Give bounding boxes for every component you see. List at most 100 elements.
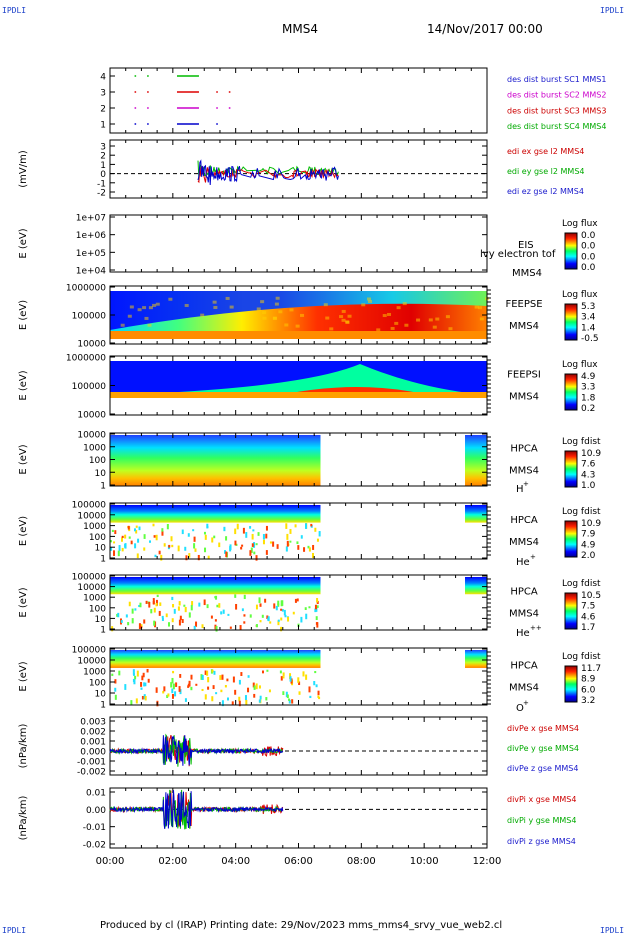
feepse-spectrogram-patch xyxy=(137,308,142,312)
hpca_o-spectrogram-speckle xyxy=(184,698,187,702)
hpca_he-spectrogram-block-0 xyxy=(110,505,321,523)
feepse-spectrogram-patch xyxy=(325,316,330,320)
hpca_o-spectrogram-speckle xyxy=(279,670,282,674)
hpca_he-spectrogram-speckle xyxy=(127,525,130,530)
hpca_o-spectrogram-speckle xyxy=(213,670,216,675)
feepse-spectrogram-patch xyxy=(120,323,125,327)
feepse-spectrogram-patch xyxy=(278,310,283,314)
hpca_o-spectrogram-speckle xyxy=(204,670,207,675)
hpca_hepp-spectrogram-speckle xyxy=(145,600,148,604)
hpca_hepp-spectrogram-speckle xyxy=(218,603,221,608)
hpca_he-inst: HPCA xyxy=(510,515,538,526)
hpca_he-spectrogram-speckle xyxy=(170,536,173,542)
hpca_o-spectrogram-speckle xyxy=(313,681,316,686)
edi-legend-0: edi ex gse l2 MMS4 xyxy=(507,147,584,156)
hpca_h-cbar-tick: 10.9 xyxy=(581,449,601,459)
x-tick-label: 12:00 xyxy=(473,856,502,867)
edi-trace-2 xyxy=(197,159,339,186)
hpca_o-spectrogram-block-0 xyxy=(110,650,321,668)
burst-ytick-label: 4 xyxy=(100,73,106,83)
hpca_hepp-spectrogram-speckle xyxy=(287,616,290,622)
burst-legend-0: des dist burst SC1 MMS1 xyxy=(507,75,606,84)
hpca_o-spectrogram-speckle xyxy=(288,698,291,701)
hpca_o-spectrogram-speckle xyxy=(258,685,261,689)
burst-legend-3: des dist burst SC4 MMS4 xyxy=(507,122,606,131)
hpca_hepp-spectrogram-speckle xyxy=(243,621,246,624)
feepse-spectrogram-patch xyxy=(376,328,381,332)
hpca_h-spectrogram-block-0 xyxy=(110,435,321,486)
hpca_he-spectrogram-speckle xyxy=(272,541,275,547)
hpca_hepp-ytick-label: 100000 xyxy=(72,573,107,583)
hpca_hepp-spectrogram-speckle xyxy=(280,600,283,607)
hpca_hepp-spectrogram-speckle xyxy=(216,604,219,608)
feepse-spectrogram-patch xyxy=(448,327,453,331)
hpca_hepp-spectrogram-speckle xyxy=(315,622,318,625)
hpca_hepp-spectrogram-speckle xyxy=(300,616,303,623)
hpca_hepp-spectrogram-speckle xyxy=(258,597,261,603)
hpca_o-spectrogram-speckle xyxy=(261,670,264,674)
hpca_he-spectrogram-speckle xyxy=(193,536,196,542)
hpca_he-spectrogram-speckle xyxy=(249,550,252,556)
hpca_he-spectrogram-speckle xyxy=(113,550,116,556)
hpca_hepp-spectrogram-speckle xyxy=(159,602,162,606)
hpca_o-spectrogram-speckle xyxy=(244,695,247,701)
feepse-inst: FEEPSE xyxy=(505,299,542,310)
hpca_hepp-spectrogram-speckle xyxy=(243,594,246,600)
footer-text: Produced by cl (IRAP) Printing date: 29/… xyxy=(100,920,503,931)
hpca_h-sc: MMS4 xyxy=(509,466,539,477)
hpca_o-spectrogram-speckle xyxy=(282,672,285,677)
hpca_o-spectrogram-speckle xyxy=(142,672,145,678)
feepse-spectrogram-patch xyxy=(129,305,134,309)
hpca_he-spectrogram-speckle xyxy=(143,547,146,551)
hpca_hepp-spectrogram-speckle xyxy=(134,608,137,611)
divpe-legend-1: divPe y gse MMS4 xyxy=(507,744,579,753)
hpca_he-spectrogram-speckle xyxy=(289,528,292,534)
feepsi-ylabel: E (eV) xyxy=(18,370,29,400)
divpi-ylabel: (nPa/km) xyxy=(18,796,29,841)
hpca_o-spectrogram-speckle xyxy=(147,678,150,683)
hpca_o-spectrogram-speckle xyxy=(247,687,250,693)
feepse-spectrogram-patch xyxy=(367,297,372,301)
hpca_o-spectrogram-speckle xyxy=(253,685,256,690)
hpca_o-spectrogram-speckle xyxy=(133,679,136,685)
hpca_hepp-spectrogram-speckle xyxy=(148,601,151,608)
hpca_hepp-spectrogram-speckle xyxy=(178,619,181,626)
hpca_hepp-spectrogram-speckle xyxy=(222,609,225,614)
divpi-legend-0: divPi x gse MMS4 xyxy=(507,795,576,804)
hpca_he-spectrogram-speckle xyxy=(211,537,214,543)
hpca_hepp-spectrogram-speckle xyxy=(316,597,319,603)
hpca_he-ytick-label: 100000 xyxy=(72,501,107,511)
hpca_hepp-spectrogram-speckle xyxy=(314,608,317,613)
feepsi-inst: FEEPSI xyxy=(507,370,541,381)
hpca_o-spectrogram-speckle xyxy=(219,675,222,680)
hpca_o-spectrogram-speckle xyxy=(289,673,292,680)
hpca_he-spectrogram-speckle xyxy=(110,547,113,551)
feepse-spectrogram-patch xyxy=(142,306,147,310)
hpca_hepp-spectrogram-speckle xyxy=(155,599,158,606)
hpca_hepp-spectrogram-speckle xyxy=(143,619,146,624)
hpca_o-spectrogram-speckle xyxy=(258,699,261,703)
feepse-spectrogram-patch xyxy=(295,324,300,328)
hpca_o-spectrogram-speckle xyxy=(288,699,291,704)
hpca_o-ion: O xyxy=(516,703,524,714)
hpca_he-spectrogram-speckle xyxy=(155,534,158,541)
hpca_o-spectrogram-speckle xyxy=(212,685,215,690)
hpca_hepp-spectrogram-block-0 xyxy=(110,577,321,595)
hpca_h-ytick-label: 10 xyxy=(95,469,107,479)
hpca_hepp-spectrogram-speckle xyxy=(158,610,161,616)
hpca_hepp-spectrogram-speckle xyxy=(150,609,153,614)
feepse-spectrogram-patch xyxy=(382,314,387,318)
hpca_hepp-spectrogram-block-1 xyxy=(465,577,487,595)
hpca_he-spectrogram-speckle xyxy=(236,523,239,530)
hpca_hepp-ion-sup: ++ xyxy=(530,624,542,632)
burst-ytick-label: 1 xyxy=(100,121,106,131)
feepse-spectrogram-patch xyxy=(339,315,344,319)
edi-legend-2: edi ez gse l2 MMS4 xyxy=(507,187,584,196)
hpca_h-ytick-label: 1 xyxy=(100,482,106,492)
hpca_he-spectrogram-speckle xyxy=(121,537,124,542)
feepsi-ytick-label: 1000000 xyxy=(66,354,106,364)
hpca_o-spectrogram-speckle xyxy=(259,695,262,700)
hpca_hepp-spectrogram-speckle xyxy=(277,600,280,606)
hpca_o-spectrogram-speckle xyxy=(172,683,175,690)
eis-ylabel: E (eV) xyxy=(18,228,29,258)
